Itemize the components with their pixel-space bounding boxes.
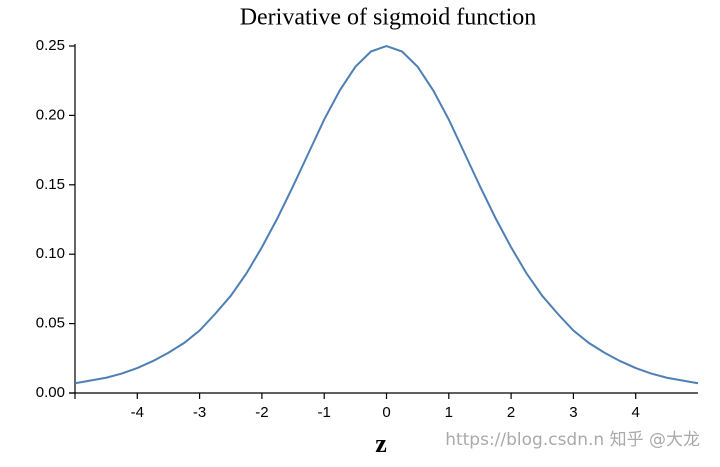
watermark: https://blog.csdn.n 知乎 @大龙 (445, 430, 700, 450)
x-axis-label: z (375, 429, 387, 458)
x-tick-label: -1 (318, 404, 331, 421)
y-tick-label: 0.10 (36, 245, 65, 262)
y-tick-label: 0.25 (36, 37, 65, 54)
y-tick-label: 0.05 (36, 315, 65, 332)
x-tick-label: 0 (382, 404, 390, 421)
x-tick-label: -2 (255, 404, 268, 421)
x-tick-label: -4 (131, 404, 144, 421)
x-tick-label: 2 (507, 404, 515, 421)
y-tick-label: 0.00 (36, 384, 65, 401)
line (74, 44, 699, 385)
x-tick-label: 3 (569, 404, 577, 421)
x-tick-label: 4 (632, 404, 640, 421)
y-tick-label: 0.15 (36, 176, 65, 193)
y-tick-label: 0.20 (36, 106, 65, 123)
x-tick-label: -3 (193, 404, 206, 421)
chart-title: Derivative of sigmoid function (240, 5, 537, 31)
x-tick-label: 1 (445, 404, 453, 421)
